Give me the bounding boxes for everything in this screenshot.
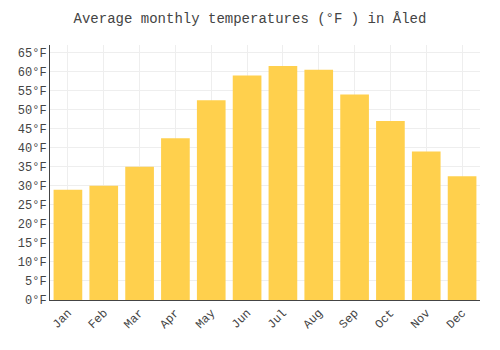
svg-text:45°F: 45°F bbox=[18, 123, 47, 137]
svg-text:20°F: 20°F bbox=[18, 218, 47, 232]
svg-text:40°F: 40°F bbox=[18, 142, 47, 156]
svg-text:0°F: 0°F bbox=[25, 294, 47, 308]
svg-text:Jan: Jan bbox=[50, 307, 75, 332]
svg-text:Apr: Apr bbox=[157, 307, 182, 332]
svg-text:30°F: 30°F bbox=[18, 180, 47, 194]
svg-text:25°F: 25°F bbox=[18, 199, 47, 213]
svg-text:55°F: 55°F bbox=[18, 85, 47, 99]
svg-text:35°F: 35°F bbox=[18, 161, 47, 175]
svg-text:60°F: 60°F bbox=[18, 66, 47, 80]
svg-text:Feb: Feb bbox=[86, 307, 111, 332]
svg-text:Mar: Mar bbox=[121, 307, 146, 332]
svg-text:Jun: Jun bbox=[229, 307, 254, 332]
svg-text:Nov: Nov bbox=[408, 307, 433, 332]
svg-text:May: May bbox=[193, 307, 218, 332]
svg-text:Dec: Dec bbox=[444, 307, 469, 332]
svg-text:65°F: 65°F bbox=[18, 47, 47, 61]
svg-text:Sep: Sep bbox=[336, 307, 361, 332]
svg-text:50°F: 50°F bbox=[18, 104, 47, 118]
svg-text:15°F: 15°F bbox=[18, 237, 47, 251]
svg-text:5°F: 5°F bbox=[25, 275, 47, 289]
svg-text:Jul: Jul bbox=[265, 307, 290, 332]
svg-text:Aug: Aug bbox=[301, 307, 326, 332]
svg-text:Average monthly temperatures (: Average monthly temperatures (°F ) in Ål… bbox=[74, 11, 427, 27]
svg-text:Oct: Oct bbox=[372, 307, 397, 332]
svg-text:10°F: 10°F bbox=[18, 256, 47, 270]
